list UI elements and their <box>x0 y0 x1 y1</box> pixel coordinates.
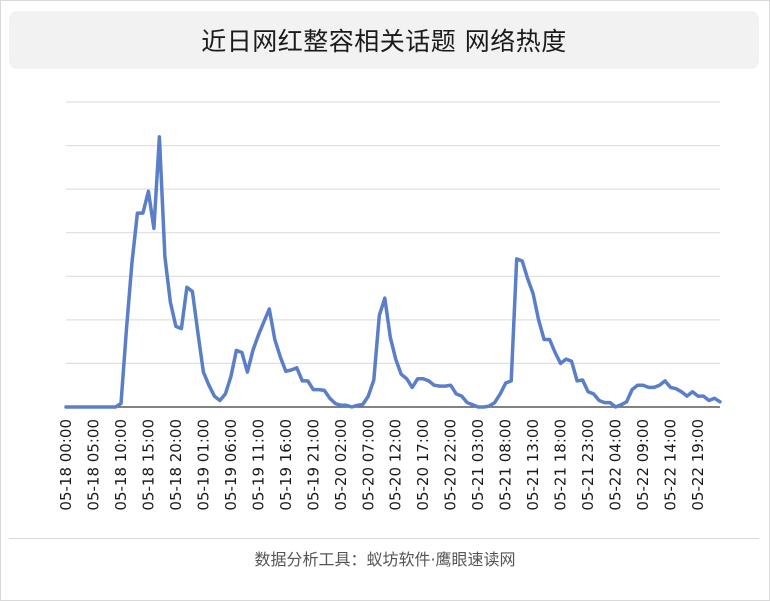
chart-title: 近日网红整容相关话题 网络热度 <box>201 27 567 56</box>
x-tick-label: 05-20 12:00 <box>387 419 405 511</box>
x-tick-label: 05-20 07:00 <box>359 419 377 511</box>
x-tick-label: 05-20 02:00 <box>332 419 350 511</box>
x-tick-label: 05-22 09:00 <box>634 419 652 511</box>
x-tick-label: 05-22 14:00 <box>662 419 680 511</box>
x-tick-label: 05-22 04:00 <box>607 419 625 511</box>
series-group <box>64 135 722 409</box>
x-tick-label: 05-18 20:00 <box>167 419 185 511</box>
x-tick-labels: 05-18 00:00 05-18 05:00 05-18 10:00 05-18 1… <box>57 419 707 511</box>
x-tick-label: 05-20 17:00 <box>414 419 432 511</box>
footer-source: 数据分析工具：蚁坊软件·鹰眼速读网 <box>254 550 516 569</box>
gridlines <box>66 101 720 364</box>
x-tick-label: 05-21 13:00 <box>524 419 542 511</box>
x-tick-label: 05-22 19:00 <box>689 419 707 511</box>
x-tick-label: 05-19 01:00 <box>194 419 212 511</box>
series-line <box>64 135 722 409</box>
x-tick-label: 05-18 00:00 <box>57 419 75 511</box>
x-tick-label: 05-18 05:00 <box>85 419 103 511</box>
x-tick-label: 05-21 23:00 <box>579 419 597 511</box>
x-tick-label: 05-21 03:00 <box>469 419 487 511</box>
x-tick-label: 05-19 21:00 <box>304 419 322 511</box>
title-bar: 近日网红整容相关话题 网络热度 <box>9 11 759 69</box>
x-tick-label: 05-19 11:00 <box>249 419 267 511</box>
x-tick-label: 05-18 15:00 <box>139 419 157 511</box>
x-tick-label: 05-19 06:00 <box>222 419 240 511</box>
x-tick-label: 05-20 22:00 <box>442 419 460 511</box>
x-tick-label: 05-19 16:00 <box>277 419 295 511</box>
x-tick-label: 05-18 10:00 <box>112 419 130 511</box>
x-tick-label: 05-21 18:00 <box>552 419 570 511</box>
footer-divider <box>9 538 759 539</box>
x-tick-label: 05-21 08:00 <box>497 419 515 511</box>
